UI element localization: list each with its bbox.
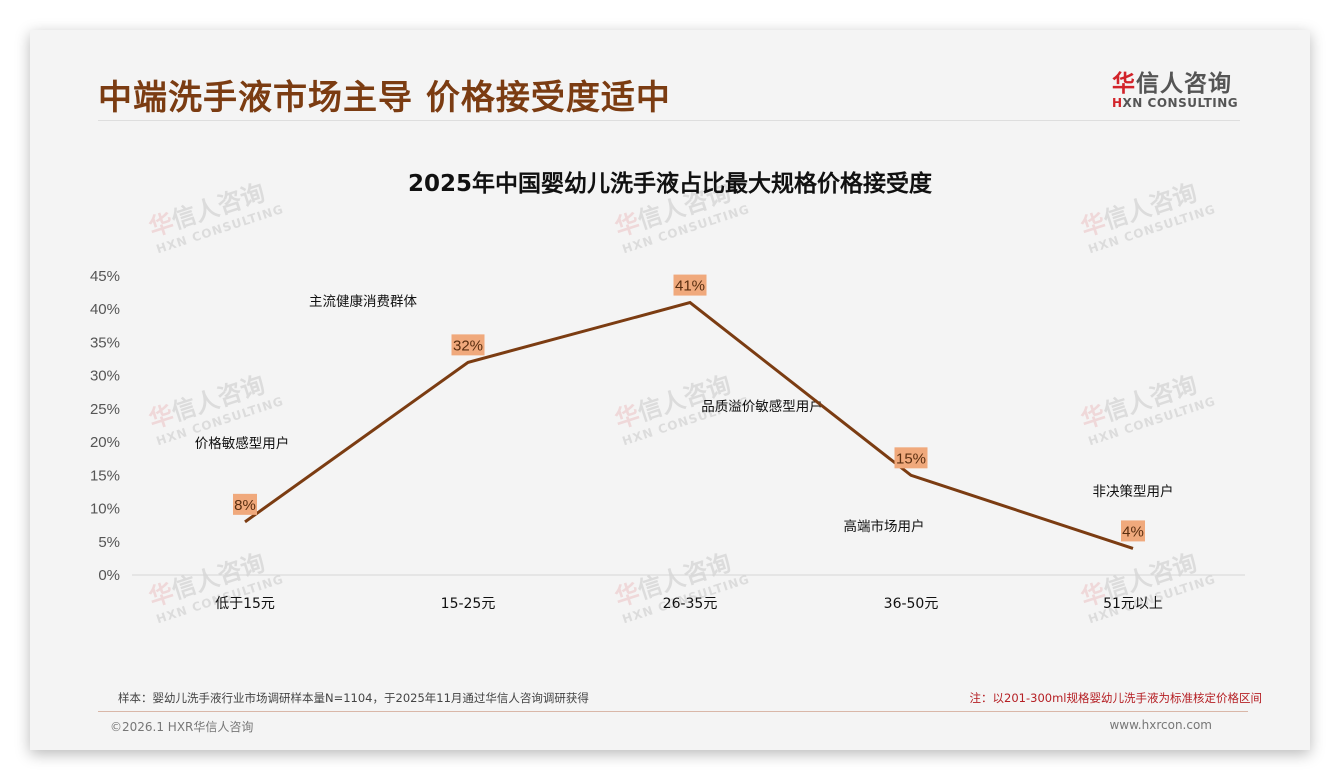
slide: 华信人咨询 HXN CONSULTING 华信人咨询 HXN CONSULTIN… [30, 30, 1310, 750]
y-tick-label: 0% [98, 567, 120, 584]
data-label: 32% [451, 334, 485, 356]
segment-annotation: 高端市场用户 [844, 518, 925, 535]
svg-text:32%: 32% [453, 337, 483, 354]
segment-annotation: 品质溢价敏感型用户 [701, 398, 823, 415]
data-label: 4% [1121, 520, 1145, 542]
y-tick-label: 10% [90, 501, 120, 518]
svg-text:4%: 4% [1122, 523, 1144, 540]
y-tick-label: 20% [90, 434, 120, 451]
y-tick-label: 5% [98, 534, 120, 551]
svg-text:41%: 41% [675, 278, 705, 295]
x-axis: 低于15元 15-25元 26-35元 36-50元 51元以上 [215, 596, 1163, 612]
y-axis: 0% 5% 10% 15% 20% 25% 30% 35% 40% 45% [90, 268, 120, 584]
data-label: 41% [673, 274, 707, 296]
header-divider [98, 120, 1240, 121]
logo-en: HXN CONSULTING [1112, 96, 1239, 110]
x-tick-label: 低于15元 [215, 596, 275, 612]
segment-annotation: 主流健康消费群体 [309, 293, 417, 310]
data-label: 15% [894, 447, 928, 469]
svg-text:15%: 15% [896, 450, 926, 467]
logo-cn: 华信人咨询 [1112, 71, 1232, 97]
website-link[interactable]: www.hxrcon.com [1109, 718, 1212, 732]
y-tick-label: 30% [90, 368, 120, 385]
chart-title: 2025年中国婴幼儿洗手液占比最大规格价格接受度 [407, 171, 932, 197]
data-label: 8% [233, 493, 257, 515]
y-tick-label: 15% [90, 467, 120, 484]
y-tick-label: 25% [90, 401, 120, 418]
svg-text:8%: 8% [234, 497, 256, 514]
line-chart: 0% 5% 10% 15% 20% 25% 30% 35% 40% 45% 低于15元 15-25元… [90, 268, 1245, 612]
sample-note: 样本：婴幼儿洗手液行业市场调研样本量N=1104，于2025年11月通过华信人咨… [118, 691, 589, 705]
footer-divider [98, 711, 1248, 712]
price-note: 注：以201-300ml规格婴幼儿洗手液为标准核定价格区间 [969, 691, 1262, 705]
copyright: ©2026.1 HXR华信人咨询 [110, 720, 254, 734]
brand-logo: 华信人咨询 HXN CONSULTING [1112, 64, 1242, 110]
y-tick-label: 45% [90, 268, 120, 285]
segment-annotation: 非决策型用户 [1093, 483, 1174, 500]
x-tick-label: 51元以上 [1103, 596, 1163, 612]
x-tick-label: 15-25元 [441, 596, 496, 612]
y-tick-label: 35% [90, 334, 120, 351]
segment-annotation: 价格敏感型用户 [195, 435, 290, 452]
series-line [244, 300, 1134, 550]
x-tick-label: 36-50元 [884, 596, 939, 612]
page-title: 中端洗手液市场主导 价格接受度适中 [98, 78, 671, 118]
y-tick-label: 40% [90, 301, 120, 318]
data-labels: 8% 32% 41% 15% 4% [233, 274, 1145, 542]
x-tick-label: 26-35元 [663, 596, 718, 612]
